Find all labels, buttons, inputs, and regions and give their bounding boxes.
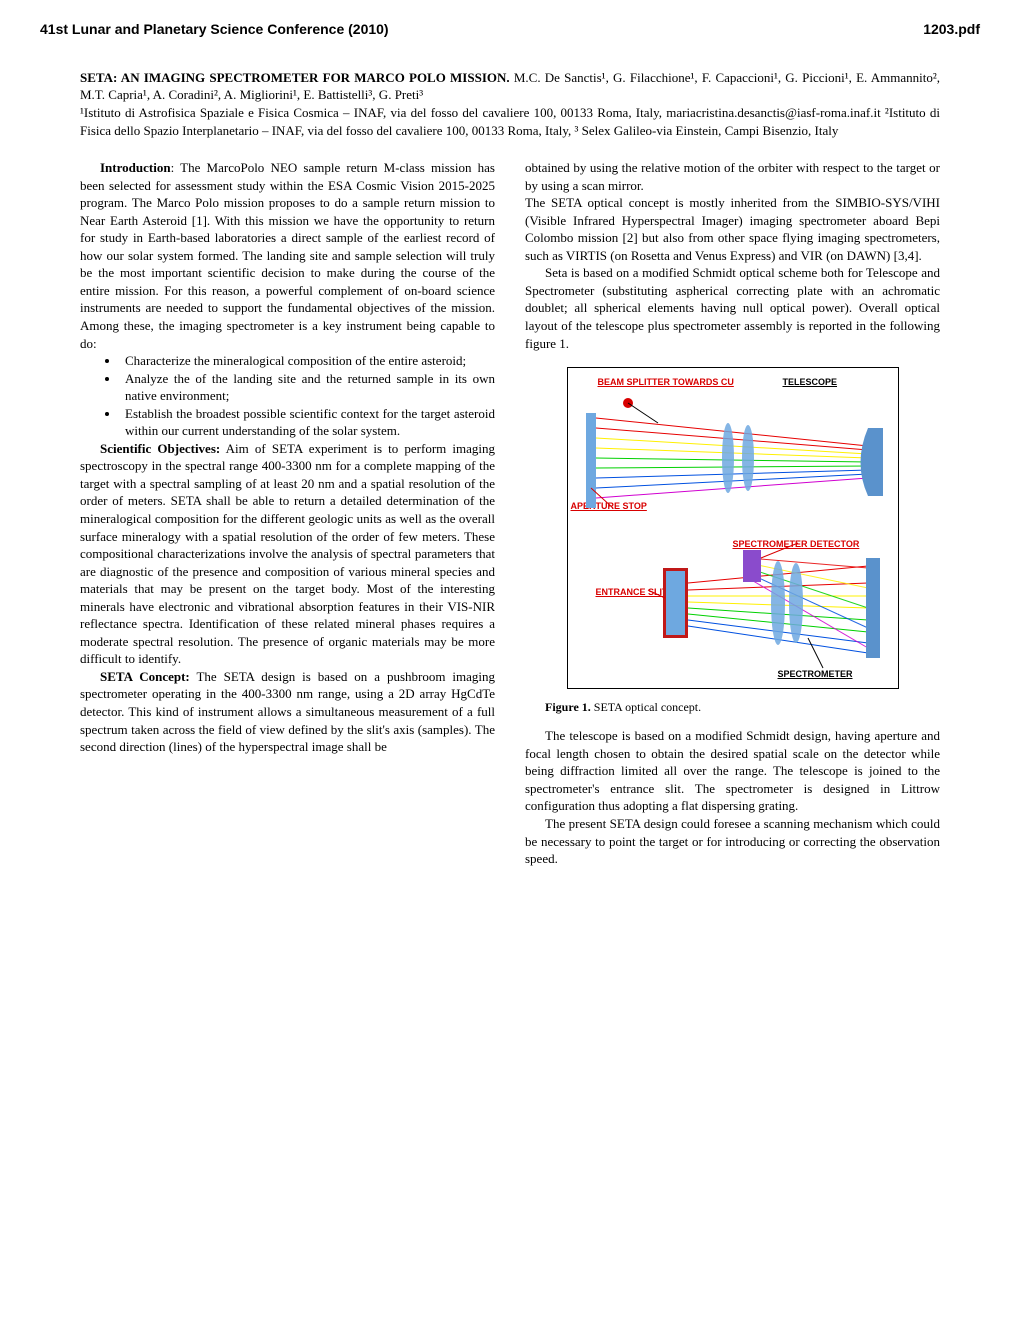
bullet-item: Establish the broadest possible scientif… xyxy=(120,405,495,440)
capability-bullets: Characterize the mineralogical compositi… xyxy=(80,352,495,440)
right-column: obtained by using the relative motion of… xyxy=(525,159,940,868)
telescope-region xyxy=(568,368,898,518)
seta-section-title: SETA Concept: xyxy=(100,669,190,684)
affiliations: ¹Istituto di Astrofisica Spaziale e Fisi… xyxy=(80,104,940,139)
left-column: Introduction: The MarcoPolo NEO sample r… xyxy=(80,159,495,868)
telescope-paragraph: The telescope is based on a modified Sch… xyxy=(525,727,940,815)
intro-paragraph: Introduction: The MarcoPolo NEO sample r… xyxy=(80,159,495,352)
pdf-label: 1203.pdf xyxy=(923,20,980,39)
header-bar: 41st Lunar and Planetary Science Confere… xyxy=(0,0,1020,49)
figure-1-caption: Figure 1. SETA optical concept. xyxy=(525,699,940,715)
continuation-paragraph-1: obtained by using the relative motion of… xyxy=(525,159,940,194)
page-content: SETA: AN IMAGING SPECTROMETER FOR MARCO … xyxy=(0,49,1020,908)
conference-title: 41st Lunar and Planetary Science Confere… xyxy=(40,20,389,39)
figure-caption-bold: Figure 1. xyxy=(545,700,591,714)
paper-title: SETA: AN IMAGING SPECTROMETER FOR MARCO … xyxy=(80,70,510,85)
sci-section-title: Scientific Objectives: xyxy=(100,441,220,456)
spectrometer-rays-icon xyxy=(568,528,898,683)
spectrometer-region xyxy=(568,528,898,683)
bullet-item: Analyze the of the landing site and the … xyxy=(120,370,495,405)
seta-concept-paragraph: SETA Concept: The SETA design is based o… xyxy=(80,668,495,756)
title-block: SETA: AN IMAGING SPECTROMETER FOR MARCO … xyxy=(80,69,940,139)
two-column-layout: Introduction: The MarcoPolo NEO sample r… xyxy=(80,159,940,868)
scientific-objectives-paragraph: Scientific Objectives: Aim of SETA exper… xyxy=(80,440,495,668)
seta-based-paragraph: Seta is based on a modified Schmidt opti… xyxy=(525,264,940,352)
figure-caption-text: SETA optical concept. xyxy=(591,700,701,714)
telescope-rays-icon xyxy=(568,368,898,518)
continuation-paragraph-2: The SETA optical concept is mostly inher… xyxy=(525,194,940,264)
bullet-item: Characterize the mineralogical compositi… xyxy=(120,352,495,370)
intro-text: : The MarcoPolo NEO sample return M-clas… xyxy=(80,160,495,350)
figure-1-container: BEAM SPLITTER TOWARDS CU TELESCOPE APERT… xyxy=(525,367,940,689)
scan-paragraph: The present SETA design could foresee a … xyxy=(525,815,940,868)
figure-1-diagram: BEAM SPLITTER TOWARDS CU TELESCOPE APERT… xyxy=(567,367,899,689)
intro-section-title: Introduction xyxy=(100,160,171,175)
sci-text: Aim of SETA experiment is to perform ima… xyxy=(80,441,495,667)
